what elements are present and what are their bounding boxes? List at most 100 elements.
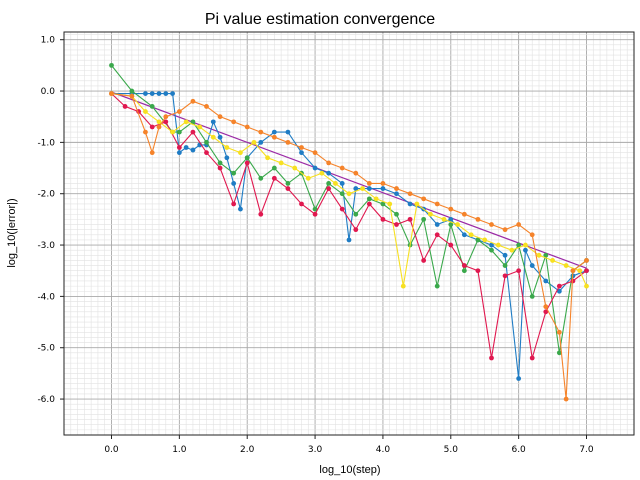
data-point	[312, 211, 318, 217]
data-point	[360, 186, 365, 191]
data-point	[455, 222, 460, 227]
data-point	[143, 109, 148, 114]
data-point	[238, 150, 243, 156]
data-point	[489, 247, 494, 253]
y-ticks: 1.0 0.0 -1.0 -2.0 -3.0 -4.0 -5.0 -6.0	[37, 36, 64, 405]
data-point	[421, 216, 427, 222]
data-point	[258, 129, 264, 135]
data-point	[231, 181, 237, 186]
data-point	[353, 211, 359, 217]
x-ticks: 0.0 1.0 2.0 3.0 4.0 5.0 6.0 7.0	[104, 435, 594, 455]
y-tick-label: -2.0	[37, 190, 55, 200]
data-point	[495, 242, 501, 248]
data-point	[265, 155, 270, 161]
data-point	[122, 104, 128, 109]
data-point	[387, 201, 393, 207]
data-point	[129, 93, 135, 99]
data-point	[292, 165, 298, 171]
data-point	[176, 109, 182, 114]
data-point	[380, 181, 386, 186]
data-point	[339, 206, 345, 212]
data-point	[217, 114, 223, 120]
data-point	[502, 273, 508, 279]
data-point	[461, 268, 467, 274]
data-point	[149, 124, 155, 130]
data-point	[516, 376, 522, 381]
data-point	[210, 119, 216, 125]
data-point	[523, 242, 528, 248]
data-point	[489, 355, 494, 361]
data-point	[353, 170, 359, 176]
data-point	[204, 150, 209, 156]
data-point	[333, 181, 338, 186]
data-point	[190, 119, 196, 125]
data-point	[156, 91, 162, 97]
data-point	[536, 252, 542, 258]
data-point	[394, 186, 399, 191]
data-point	[190, 147, 196, 153]
data-point	[502, 227, 508, 233]
data-point	[163, 91, 169, 97]
data-point	[244, 160, 250, 166]
data-point	[489, 222, 494, 227]
series-line	[111, 93, 587, 400]
x-tick-label: 7.0	[579, 445, 594, 455]
data-point	[434, 283, 440, 289]
data-point	[197, 124, 203, 130]
data-point	[394, 222, 399, 227]
series-line	[111, 93, 587, 359]
data-point	[366, 186, 372, 191]
data-point	[176, 145, 182, 150]
data-point	[543, 304, 549, 310]
data-point	[204, 104, 209, 109]
data-point	[570, 268, 576, 274]
data-point	[224, 155, 230, 161]
plot-frame	[63, 31, 635, 436]
data-point	[482, 237, 488, 243]
data-point	[373, 196, 379, 202]
data-point	[556, 350, 562, 356]
series-layer	[109, 62, 589, 402]
data-point	[570, 278, 576, 284]
data-point	[556, 288, 562, 294]
data-point	[421, 258, 427, 263]
data-point	[529, 355, 535, 361]
data-point	[319, 170, 325, 176]
y-axis-label: log_10(|error|)	[6, 198, 18, 267]
data-point	[231, 201, 237, 207]
data-point	[285, 129, 291, 135]
data-point	[346, 237, 352, 243]
data-point	[502, 263, 508, 268]
y-tick-label: -1.0	[37, 138, 55, 148]
data-point	[394, 191, 399, 197]
data-point	[163, 119, 169, 125]
y-tick-label: -4.0	[37, 292, 55, 302]
data-point	[326, 160, 332, 166]
data-point	[156, 119, 162, 125]
data-point	[516, 242, 522, 248]
data-point	[516, 222, 522, 227]
data-point	[149, 91, 155, 97]
data-point	[468, 232, 474, 238]
data-point	[346, 191, 352, 197]
data-point	[312, 206, 318, 212]
data-point	[176, 129, 182, 135]
data-point	[163, 114, 169, 120]
data-point	[550, 258, 555, 263]
data-point	[224, 145, 230, 150]
data-point	[109, 62, 114, 68]
data-point	[584, 258, 589, 263]
data-point	[312, 150, 318, 156]
data-point	[529, 263, 535, 268]
data-point	[258, 175, 264, 181]
x-tick-label: 1.0	[172, 445, 187, 455]
y-tick-label: -6.0	[37, 395, 55, 405]
data-point	[271, 165, 277, 171]
data-point	[183, 145, 189, 150]
data-point	[529, 293, 535, 299]
y-tick-label: 0.0	[41, 87, 56, 97]
data-point	[366, 181, 372, 186]
data-point	[414, 201, 420, 207]
data-point	[489, 242, 494, 248]
data-point	[353, 186, 359, 191]
